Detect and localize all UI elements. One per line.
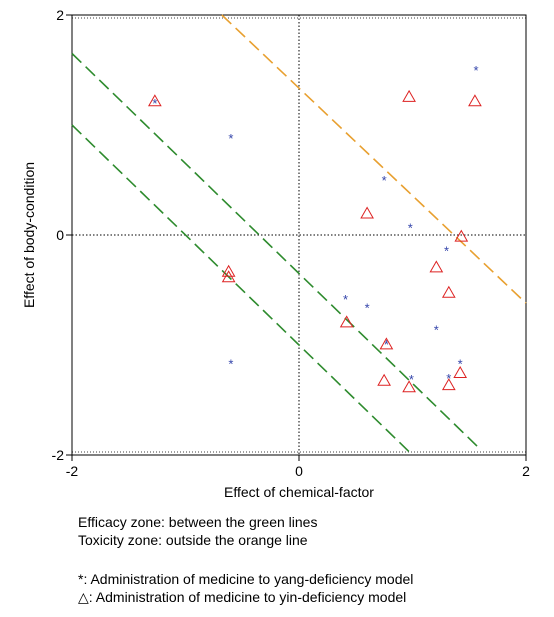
asterisk-point: * [444, 243, 449, 258]
legend-item-yin: △: Administration of medicine to yin-def… [78, 588, 413, 606]
triangle-point [147, 94, 162, 107]
y-tick-label: 2 [56, 7, 64, 23]
toxicity-zone-note: Toxicity zone: outside the orange line [78, 532, 308, 548]
asterisk-point: * [228, 357, 233, 372]
asterisk-point: * [408, 220, 413, 235]
triangle-point [453, 365, 468, 378]
asterisk-point: * [152, 96, 157, 111]
asterisk-point: * [228, 131, 233, 146]
x-tick-label: 2 [522, 463, 530, 479]
asterisk-point: * [365, 301, 370, 316]
asterisk-point: * [382, 173, 387, 188]
triangle-point [454, 229, 469, 242]
triangle-point [441, 378, 456, 391]
legend-label-yang: : Administration of medicine to yang-def… [83, 571, 414, 587]
triangle-point [379, 337, 394, 350]
asterisk-icon: * [78, 571, 84, 587]
y-tick-label: 0 [56, 227, 64, 243]
efficacy-zone-note: Efficacy zone: between the green lines [78, 514, 318, 530]
triangle-point [402, 89, 416, 102]
triangle-point [429, 260, 444, 273]
x-tick-label: -2 [66, 463, 79, 479]
triangle-point [468, 94, 482, 107]
triangle-point [339, 315, 354, 328]
scatter-chart: -2 0 220-2 *********** *** Effect of chemic… [21, 7, 530, 500]
triangle-point [221, 264, 236, 277]
legend-label-yin: : Administration of medicine to yin-defi… [88, 589, 407, 605]
y-tick-label: -2 [52, 447, 65, 463]
triangle-point [221, 270, 236, 283]
efficacy-boundary-line [71, 52, 482, 451]
toxicity-boundary-line [221, 14, 527, 304]
asterisk-point: * [384, 337, 389, 352]
asterisk-point: * [409, 372, 414, 387]
asterisk-point: * [343, 292, 348, 307]
asterisk-point: * [458, 357, 463, 372]
x-tick-label: 0 [295, 463, 303, 479]
asterisk-point: * [434, 323, 439, 338]
efficacy-boundary-line [71, 124, 414, 456]
triangle-icon: △ [78, 589, 89, 605]
asterisk-point: * [474, 63, 479, 78]
x-axis-label: Effect of chemical-factor [224, 484, 374, 500]
y-axis-label: Effect of body-condition [21, 162, 37, 308]
triangle-point [377, 373, 391, 386]
legend-item-yang: *: Administration of medicine to yang-de… [78, 570, 413, 588]
triangle-point [441, 285, 456, 298]
triangle-point [402, 380, 416, 393]
triangle-point [360, 206, 374, 219]
legend: *: Administration of medicine to yang-de… [78, 570, 413, 606]
zone-notes: Efficacy zone: between the green lines T… [78, 513, 317, 549]
